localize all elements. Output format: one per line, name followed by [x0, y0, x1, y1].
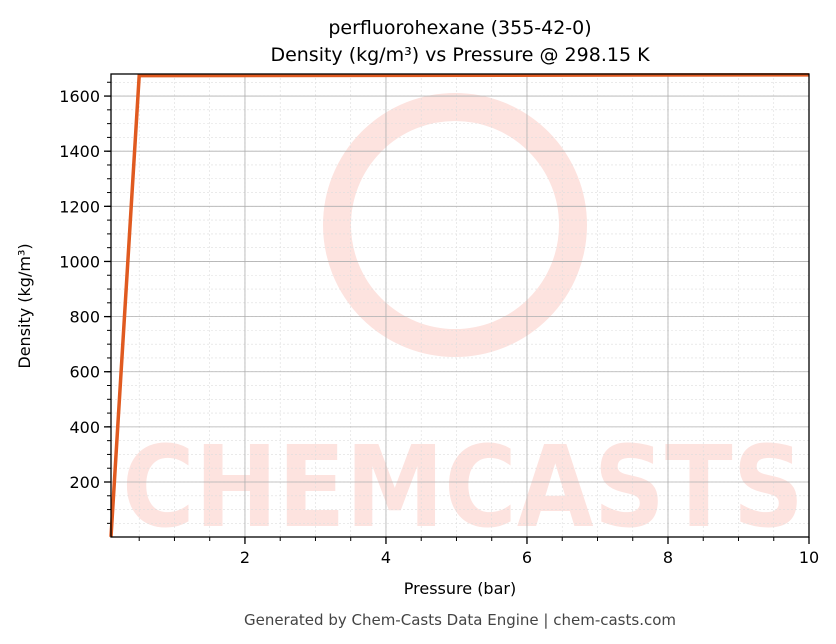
y-tick-label: 200 [69, 473, 100, 492]
x-tick-label: 2 [240, 548, 250, 567]
plot-frame [110, 73, 810, 538]
y-tick-label: 1000 [59, 252, 100, 271]
y-axis-label: Density (kg/m³) [15, 243, 34, 368]
y-tick-label: 1600 [59, 87, 100, 106]
x-tick-label: 8 [663, 548, 673, 567]
y-tick-label: 1200 [59, 197, 100, 216]
x-tick-label: 4 [381, 548, 391, 567]
density-series-line [109, 73, 810, 537]
footer-credit: Generated by Chem-Casts Data Engine | ch… [244, 611, 676, 629]
x-axis-label: Pressure (bar) [404, 579, 516, 598]
watermark-logo-ring [323, 93, 587, 357]
x-tick-label: 10 [799, 548, 819, 567]
y-tick-label: 600 [69, 363, 100, 382]
watermark-text: CHEMCASTS [122, 423, 804, 553]
y-tick-label: 800 [69, 308, 100, 327]
y-tick-label: 400 [69, 418, 100, 437]
chart-subtitle: Density (kg/m³) vs Pressure @ 298.15 K [270, 44, 650, 66]
y-tick-label: 1400 [59, 142, 100, 161]
chart-title: perfluorohexane (355-42-0) [328, 17, 591, 39]
chemcasts-watermark: CHEMCASTS [122, 93, 804, 553]
x-tick-label: 6 [522, 548, 532, 567]
